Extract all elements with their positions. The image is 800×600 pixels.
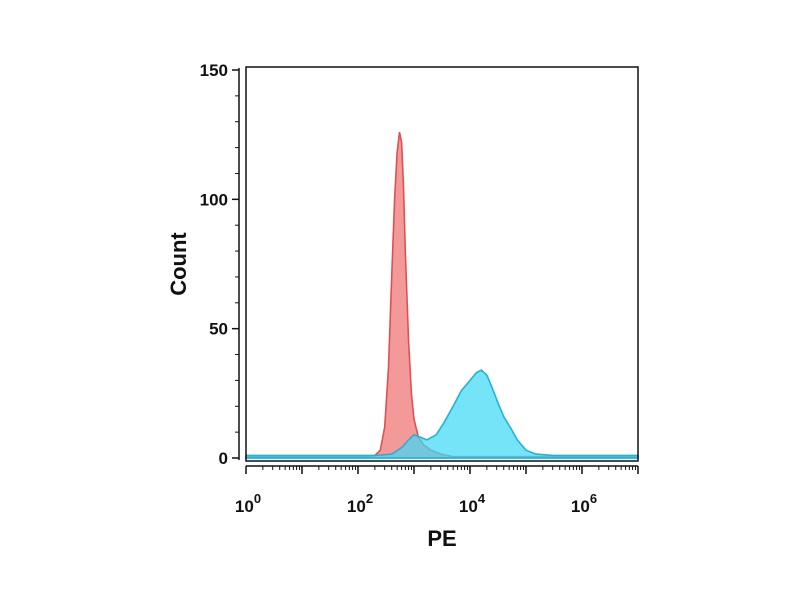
x-tick-label: 100 xyxy=(235,491,261,516)
x-tick-label: 106 xyxy=(571,491,597,516)
y-tick-label: 100 xyxy=(200,190,228,209)
axis-layer: 0 50 100 150 100 102 104 106 xyxy=(200,61,639,516)
series-layer xyxy=(245,131,639,459)
histogram-series-2 xyxy=(245,369,639,459)
y-tick-label: 150 xyxy=(200,61,228,80)
y-axis-title: Count xyxy=(166,232,191,296)
y-tick-label: 50 xyxy=(209,320,228,339)
x-tick-label: 102 xyxy=(347,491,373,516)
x-tick-label: 104 xyxy=(459,491,486,516)
y-tick-label: 0 xyxy=(219,449,228,468)
plot-frame xyxy=(245,66,639,462)
x-axis-title: PE xyxy=(427,526,456,551)
histogram-series-1 xyxy=(245,131,639,459)
